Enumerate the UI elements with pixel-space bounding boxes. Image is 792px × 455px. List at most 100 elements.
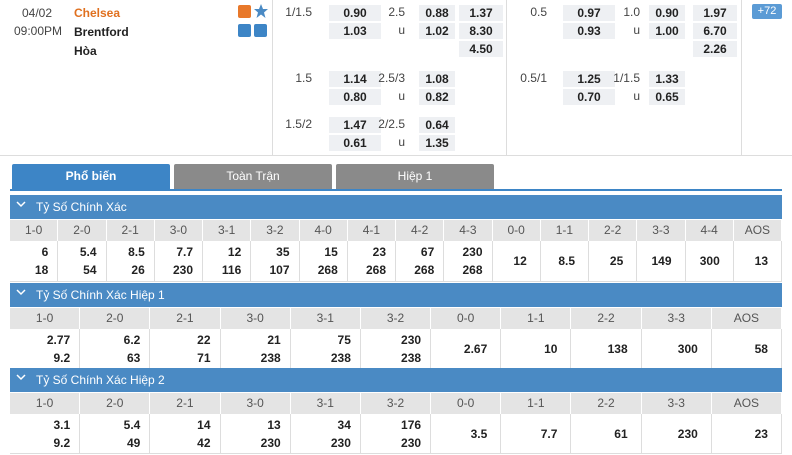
odds[interactable]: 0.97 <box>562 4 616 22</box>
section-header[interactable] <box>10 368 782 392</box>
odds[interactable]: 5.4 <box>79 245 97 259</box>
tab[interactable]: Toàn Trận <box>174 164 332 189</box>
odds[interactable]: 7.7 <box>540 427 558 441</box>
odds[interactable]: 54 <box>83 263 97 277</box>
odds[interactable]: 268 <box>317 263 338 277</box>
odds[interactable]: 268 <box>365 263 386 277</box>
score-cell[interactable] <box>444 241 493 282</box>
odds[interactable]: 18 <box>34 263 49 277</box>
odds[interactable]: 230 <box>462 245 483 259</box>
score-cell[interactable] <box>203 241 252 282</box>
score-cell[interactable] <box>150 414 221 454</box>
odds[interactable]: 1.33 <box>648 70 686 88</box>
tab[interactable]: Phổ biến <box>12 164 170 189</box>
odds[interactable]: 0.90 <box>328 4 382 22</box>
score-cell[interactable] <box>299 241 348 282</box>
odds[interactable]: 0.64 <box>418 116 456 134</box>
odds[interactable]: 0.90 <box>648 4 686 22</box>
odds[interactable]: 9.2 <box>53 351 71 365</box>
odds[interactable]: 8.5 <box>558 254 575 268</box>
away-team[interactable]: Brentford <box>74 25 129 39</box>
odds[interactable]: 61 <box>614 427 628 441</box>
odds[interactable]: 2.77 <box>46 333 71 347</box>
odds[interactable]: 238 <box>330 351 351 365</box>
odds[interactable]: 138 <box>607 342 628 356</box>
odds[interactable]: 9.2 <box>53 436 71 450</box>
odds[interactable]: 230 <box>260 436 281 450</box>
odds[interactable]: 1.47 <box>328 116 382 134</box>
score-cell[interactable] <box>571 414 642 454</box>
odds[interactable]: 149 <box>651 254 672 268</box>
odds[interactable]: 63 <box>126 351 141 365</box>
odds[interactable]: 23 <box>754 427 768 441</box>
icon-stats[interactable] <box>254 24 267 37</box>
score-cell[interactable] <box>501 414 572 454</box>
section-header[interactable] <box>10 283 782 307</box>
odds[interactable]: 0.93 <box>562 22 616 40</box>
odds[interactable]: 21 <box>267 333 281 347</box>
odds[interactable]: 1.02 <box>418 22 456 40</box>
score-cell[interactable] <box>290 414 361 454</box>
odds[interactable]: 0.88 <box>418 4 456 22</box>
score-cell[interactable] <box>220 414 291 454</box>
score-cell[interactable] <box>637 241 686 282</box>
section-header[interactable] <box>10 195 782 219</box>
odds[interactable]: 10 <box>544 342 558 356</box>
score-cell[interactable] <box>251 241 300 282</box>
odds[interactable]: 1.35 <box>418 134 456 152</box>
odds[interactable]: 1.08 <box>418 70 456 88</box>
score-cell[interactable] <box>80 414 151 454</box>
score-cell[interactable] <box>154 241 203 282</box>
odds[interactable]: 0.65 <box>648 88 686 106</box>
odds[interactable]: 49 <box>126 436 141 450</box>
odds[interactable]: 71 <box>197 351 211 365</box>
odds[interactable]: 3.1 <box>53 418 71 432</box>
odds[interactable]: 13 <box>267 418 281 432</box>
odds[interactable]: 25 <box>609 254 624 268</box>
score-cell[interactable] <box>347 241 396 282</box>
odds[interactable]: 1.37 <box>458 4 504 22</box>
odds[interactable]: 238 <box>401 351 422 365</box>
odds[interactable]: 0.80 <box>328 88 382 106</box>
odds[interactable]: 0.82 <box>418 88 456 106</box>
odds[interactable]: 107 <box>269 263 290 277</box>
odds[interactable]: 23 <box>372 245 386 259</box>
odds[interactable]: 176 <box>401 418 422 432</box>
icon-live[interactable] <box>238 5 251 18</box>
odds[interactable]: 0.70 <box>562 88 616 106</box>
more-button[interactable]: +72 <box>752 4 782 19</box>
odds[interactable]: 1.14 <box>328 70 382 88</box>
odds[interactable]: 230 <box>401 333 422 347</box>
odds[interactable]: 8.5 <box>128 245 145 259</box>
score-cell[interactable] <box>540 241 589 282</box>
odds[interactable]: 1.25 <box>562 70 616 88</box>
odds[interactable]: 42 <box>197 436 211 450</box>
odds[interactable]: 230 <box>677 427 698 441</box>
odds[interactable]: 300 <box>677 342 698 356</box>
odds[interactable]: 75 <box>337 333 351 347</box>
odds[interactable]: 1.03 <box>328 22 382 40</box>
odds[interactable]: 67 <box>420 245 435 259</box>
odds[interactable]: 15 <box>324 245 338 259</box>
odds[interactable]: 268 <box>462 263 483 277</box>
odds[interactable]: 12 <box>513 254 527 268</box>
score-cell[interactable] <box>431 414 502 454</box>
odds[interactable]: 1.00 <box>648 22 686 40</box>
score-cell[interactable] <box>58 241 107 282</box>
odds[interactable]: 5.4 <box>123 418 141 432</box>
score-cell[interactable] <box>396 241 445 282</box>
odds[interactable]: 0.61 <box>328 134 382 152</box>
odds[interactable]: 238 <box>260 351 281 365</box>
odds[interactable]: 7.7 <box>176 245 193 259</box>
odds[interactable]: 230 <box>330 436 351 450</box>
score-cell[interactable] <box>492 241 541 282</box>
home-team[interactable]: Chelsea <box>74 6 121 20</box>
score-cell[interactable] <box>106 241 155 282</box>
odds[interactable]: 6 <box>41 245 49 259</box>
odds[interactable]: 230 <box>401 436 422 450</box>
icon-money[interactable] <box>238 24 251 37</box>
odds[interactable]: 1.97 <box>692 4 738 22</box>
odds[interactable]: 13 <box>754 254 768 268</box>
tab[interactable]: Hiệp 1 <box>336 164 494 189</box>
odds[interactable]: 3.5 <box>470 427 488 441</box>
